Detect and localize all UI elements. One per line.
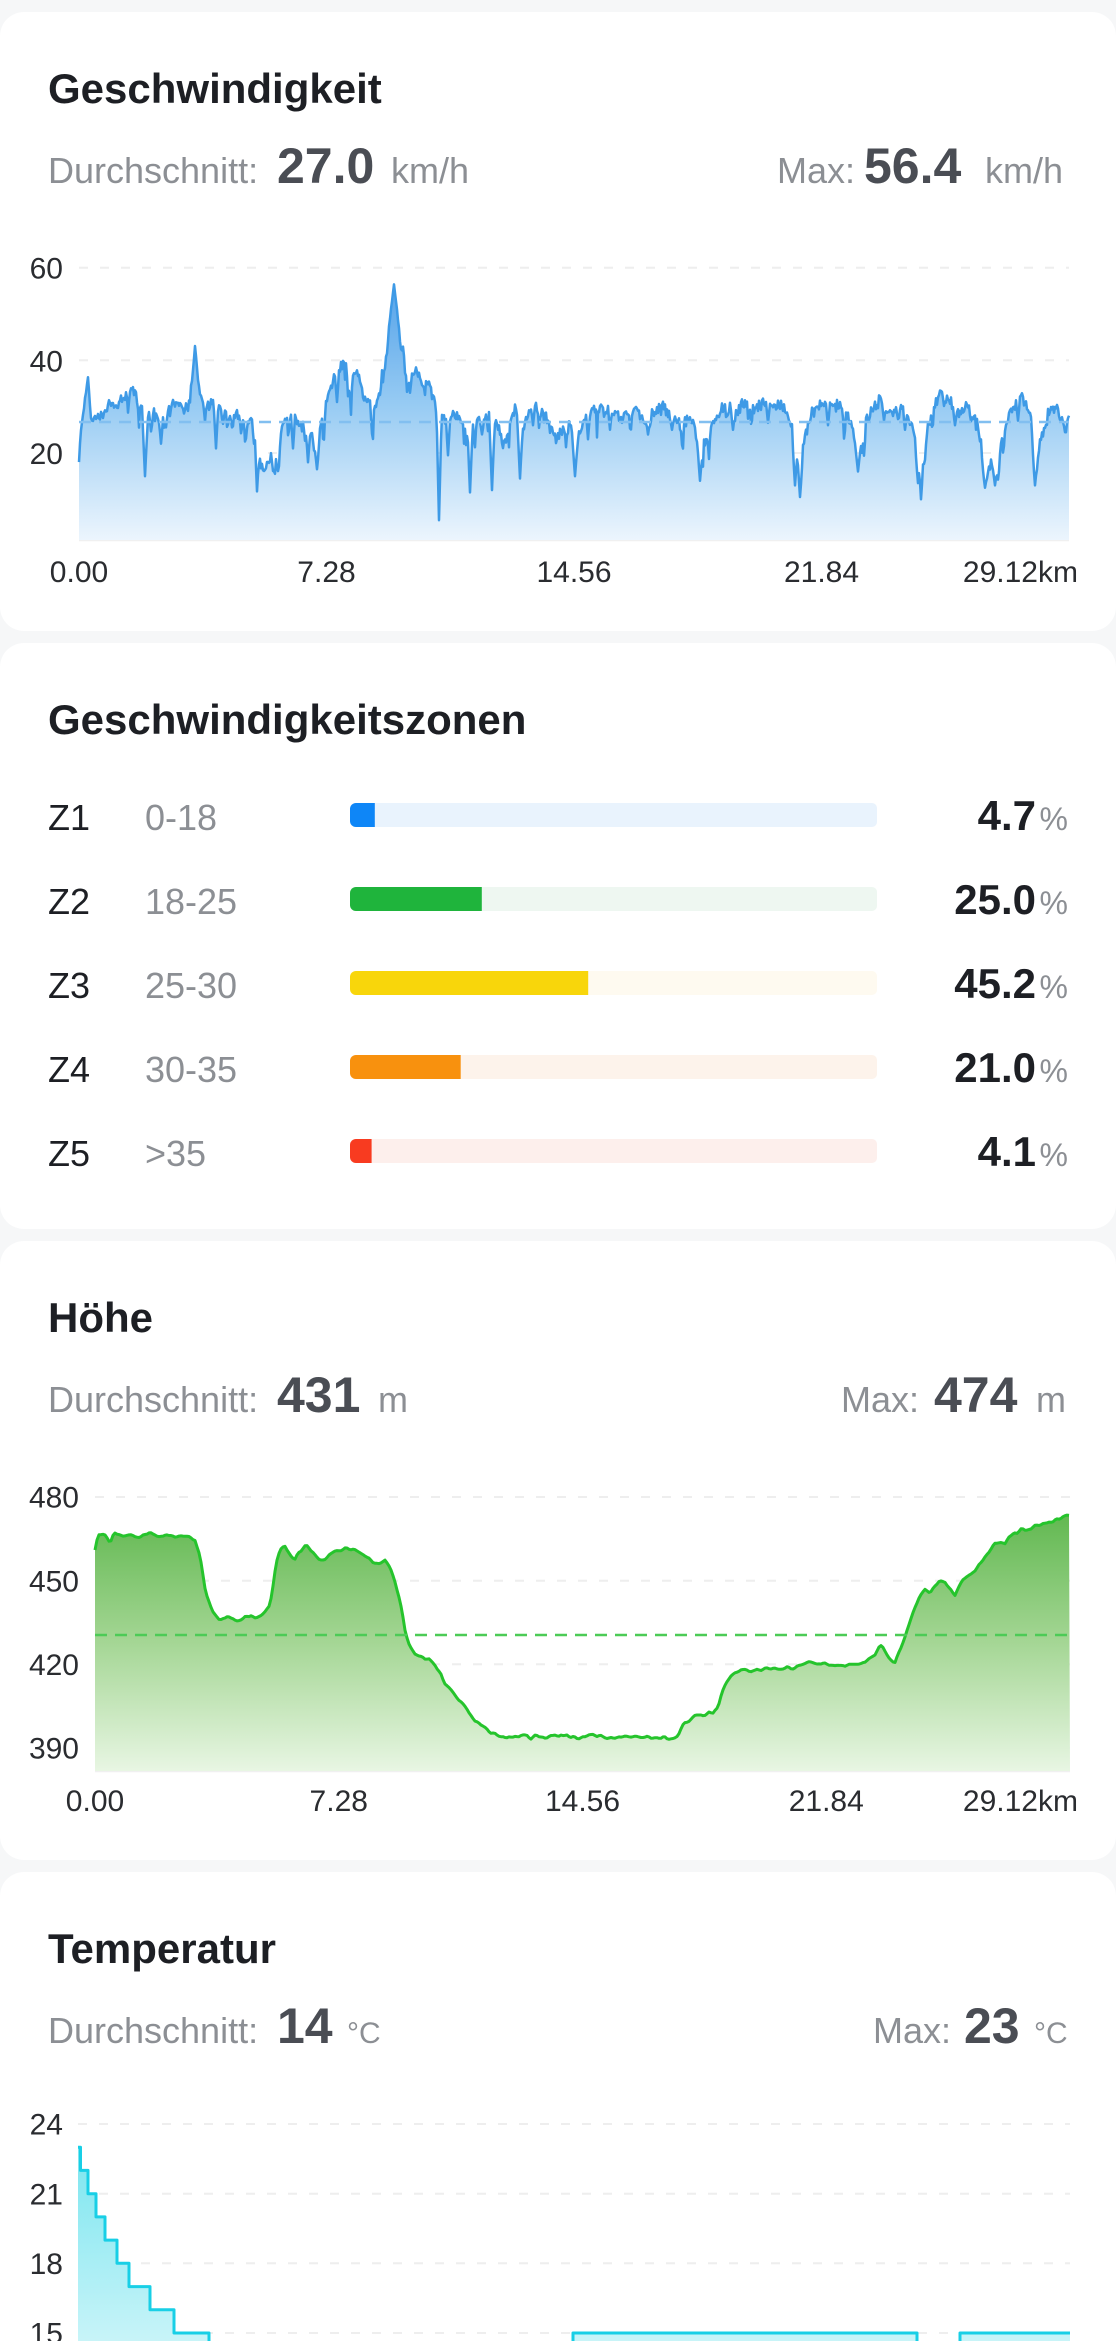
svg-text:Temperatur: Temperatur — [48, 1925, 276, 1972]
svg-text:21.84: 21.84 — [784, 556, 859, 589]
svg-text:>35: >35 — [145, 1133, 206, 1174]
svg-text:18: 18 — [30, 2248, 63, 2281]
svg-text:%: % — [1040, 969, 1068, 1005]
svg-text:Geschwindigkeitszonen: Geschwindigkeitszonen — [48, 696, 526, 743]
svg-text:Max:: Max: — [841, 1379, 919, 1420]
svg-text:18-25: 18-25 — [145, 881, 237, 922]
svg-text:km/h: km/h — [985, 150, 1063, 191]
svg-text:%: % — [1040, 1137, 1068, 1173]
svg-text:Z1: Z1 — [48, 797, 90, 838]
svg-text:Höhe: Höhe — [48, 1294, 153, 1341]
svg-text:Z2: Z2 — [48, 881, 90, 922]
svg-text:Z4: Z4 — [48, 1049, 90, 1090]
svg-text:24: 24 — [30, 2109, 63, 2142]
svg-text:20: 20 — [30, 438, 63, 471]
svg-text:Durchschnitt:: Durchschnitt: — [48, 150, 258, 191]
svg-text:°C: °C — [347, 2017, 381, 2050]
svg-text:4.1: 4.1 — [978, 1128, 1036, 1175]
svg-text:14.56: 14.56 — [545, 1785, 620, 1818]
svg-text:25.0: 25.0 — [954, 876, 1036, 923]
svg-text:27.0: 27.0 — [277, 138, 374, 194]
svg-text:23: 23 — [964, 1998, 1020, 2054]
svg-text:21.84: 21.84 — [789, 1785, 864, 1818]
svg-text:25-30: 25-30 — [145, 965, 237, 1006]
svg-text:431: 431 — [277, 1367, 360, 1423]
svg-text:29.12km: 29.12km — [963, 556, 1078, 589]
svg-text:Max:: Max: — [873, 2010, 951, 2051]
svg-text:21.0: 21.0 — [954, 1044, 1036, 1091]
svg-text:km/h: km/h — [391, 150, 469, 191]
svg-text:7.28: 7.28 — [310, 1785, 368, 1818]
svg-text:29.12km: 29.12km — [963, 1785, 1078, 1818]
svg-text:0.00: 0.00 — [66, 1785, 124, 1818]
svg-text:450: 450 — [29, 1565, 79, 1598]
svg-text:°C: °C — [1034, 2017, 1068, 2050]
svg-text:14.56: 14.56 — [536, 556, 611, 589]
svg-text:Z5: Z5 — [48, 1133, 90, 1174]
svg-text:4.7: 4.7 — [978, 792, 1036, 839]
svg-text:%: % — [1040, 801, 1068, 837]
svg-text:14: 14 — [277, 1998, 333, 2054]
svg-text:420: 420 — [29, 1649, 79, 1682]
svg-text:56.4: 56.4 — [864, 138, 962, 194]
svg-text:%: % — [1040, 1053, 1068, 1089]
svg-text:7.28: 7.28 — [297, 556, 355, 589]
svg-text:Z3: Z3 — [48, 965, 90, 1006]
svg-text:474: 474 — [934, 1367, 1018, 1423]
svg-text:15: 15 — [30, 2318, 63, 2341]
svg-text:480: 480 — [29, 1482, 79, 1515]
svg-text:40: 40 — [30, 345, 63, 378]
svg-text:m: m — [1036, 1379, 1066, 1420]
svg-text:Durchschnitt:: Durchschnitt: — [48, 2010, 258, 2051]
svg-text:m: m — [378, 1379, 408, 1420]
svg-text:0-18: 0-18 — [145, 797, 217, 838]
svg-text:390: 390 — [29, 1733, 79, 1766]
svg-text:Geschwindigkeit: Geschwindigkeit — [48, 65, 382, 112]
svg-text:60: 60 — [30, 253, 63, 286]
svg-text:30-35: 30-35 — [145, 1049, 237, 1090]
svg-text:45.2: 45.2 — [954, 960, 1036, 1007]
svg-text:Durchschnitt:: Durchschnitt: — [48, 1379, 258, 1420]
svg-text:%: % — [1040, 885, 1068, 921]
svg-text:21: 21 — [30, 2178, 63, 2211]
svg-text:Max:: Max: — [777, 150, 855, 191]
svg-text:0.00: 0.00 — [50, 556, 108, 589]
